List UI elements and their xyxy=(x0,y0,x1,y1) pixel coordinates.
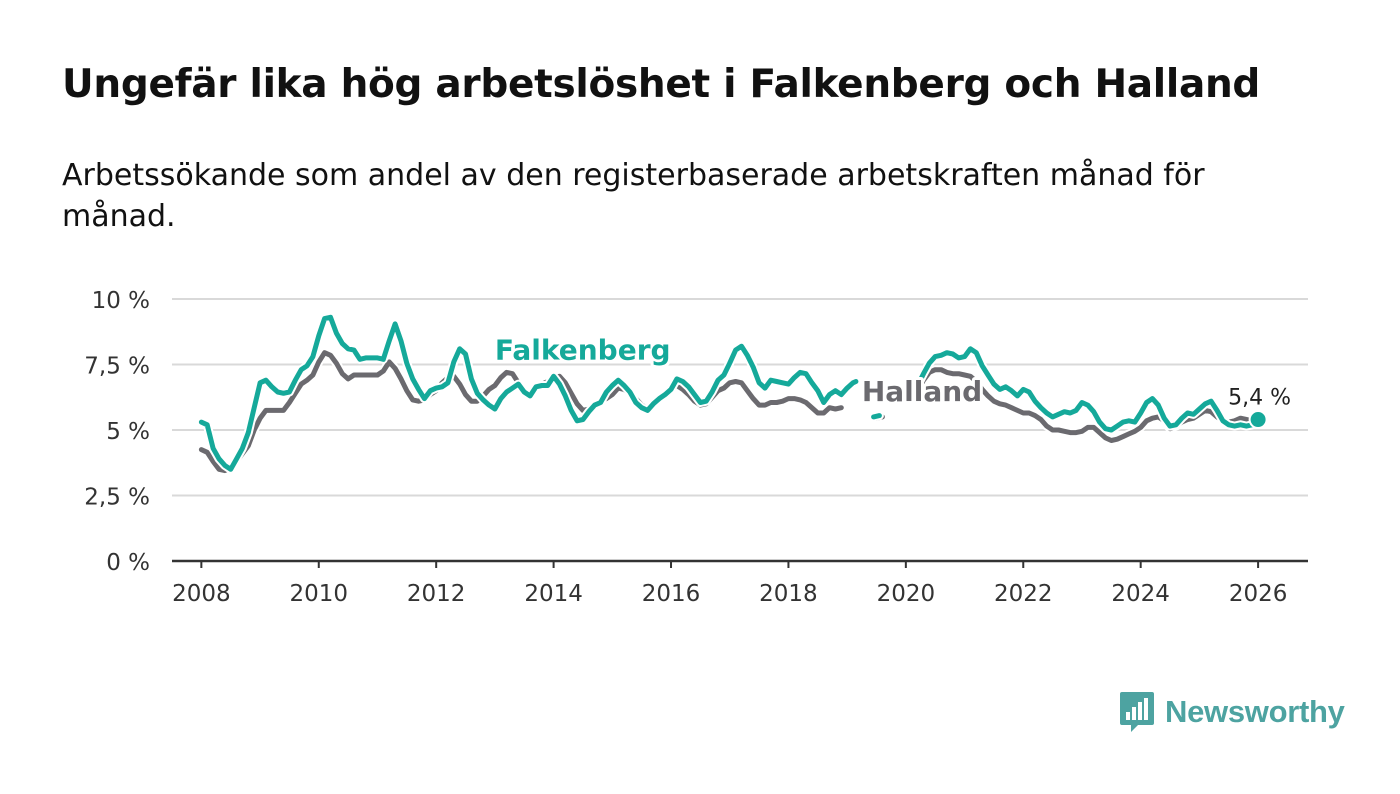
x-tick-label: 2018 xyxy=(759,581,818,607)
chart-title: Ungefär lika hög arbetslöshet i Falkenbe… xyxy=(62,62,1261,107)
series-line-falkenberg xyxy=(198,314,859,472)
x-tick-label: 2024 xyxy=(1111,581,1170,607)
series-falkenberg xyxy=(196,312,1263,474)
series-labels: Falkenberg Halland 5,4 % xyxy=(492,330,1293,430)
y-tick-label: 2,5 % xyxy=(84,485,150,511)
series-line-falkenberg xyxy=(915,346,1261,433)
x-tick-label: 2022 xyxy=(994,581,1053,607)
y-tick-label: 5 % xyxy=(106,419,150,445)
x-tick-label: 2016 xyxy=(642,581,701,607)
end-point-marker xyxy=(1248,410,1268,430)
series-line-falkenberg xyxy=(871,413,882,420)
end-value-label: 5,4 % xyxy=(1228,386,1291,411)
series-lines xyxy=(196,312,1263,476)
y-tick-label: 7,5 % xyxy=(84,354,150,380)
series-label-halland: Halland xyxy=(862,375,982,408)
newsworthy-logo: Newsworthy xyxy=(1119,690,1345,734)
x-tick-label: 2008 xyxy=(172,581,231,607)
bar-chart-icon xyxy=(1120,692,1154,732)
x-axis: 2008 2010 2012 2014 2016 2018 2020 2022 2024 2026 xyxy=(172,559,1308,607)
y-tick-label: 0 % xyxy=(106,550,150,576)
x-tick-label: 2026 xyxy=(1229,581,1288,607)
chart-subtitle: Arbetssökande som andel av den registerb… xyxy=(62,158,1205,234)
x-tick-label: 2010 xyxy=(289,581,348,607)
x-tick-label: 2012 xyxy=(407,581,466,607)
y-tick-label: 10 % xyxy=(92,288,150,314)
gridlines: 0 % 2,5 % 5 % 7,5 % 10 % xyxy=(84,288,1308,576)
brand-name: Newsworthy xyxy=(1165,694,1345,729)
x-tick-label: 2020 xyxy=(877,581,936,607)
series-label-falkenberg: Falkenberg xyxy=(495,333,671,366)
x-tick-label: 2014 xyxy=(524,581,583,607)
